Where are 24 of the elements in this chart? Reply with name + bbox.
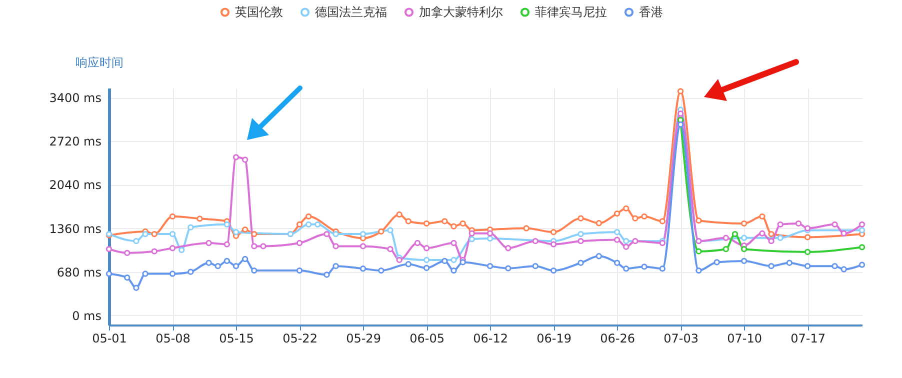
y-axis-title: 响应时间	[76, 56, 124, 70]
y-tick-label: 680 ms	[56, 265, 102, 280]
y-tick-label: 2040 ms	[49, 178, 102, 192]
x-tick-label: 07-17	[790, 332, 826, 346]
x-tick-label: 05-08	[156, 332, 190, 346]
x-tick-label: 07-03	[664, 332, 698, 346]
x-tick-label: 06-19	[536, 332, 572, 346]
x-tick-label: 05-01	[92, 332, 127, 346]
legend-label: 英国伦敦	[235, 5, 283, 20]
legend-label: 加拿大蒙特利尔	[419, 5, 503, 20]
y-tick-label: 3400 ms	[49, 91, 102, 106]
y-tick-label: 0 ms	[72, 308, 102, 323]
x-tick-label: 06-05	[410, 332, 444, 346]
legend-label: 菲律宾马尼拉	[535, 5, 607, 20]
legend-label: 香港	[639, 5, 663, 20]
x-tick-label: 05-22	[282, 332, 318, 346]
x-tick-label: 05-15	[219, 332, 254, 346]
legend-label: 德国法兰克福	[315, 5, 387, 20]
x-tick-label: 05-29	[346, 332, 381, 346]
y-tick-label: 1360 ms	[49, 222, 102, 236]
x-tick-label: 06-26	[600, 332, 635, 346]
x-tick-label: 06-12	[473, 332, 508, 346]
x-tick-label: 07-10	[727, 332, 762, 346]
y-tick-label: 2720 ms	[49, 134, 102, 149]
